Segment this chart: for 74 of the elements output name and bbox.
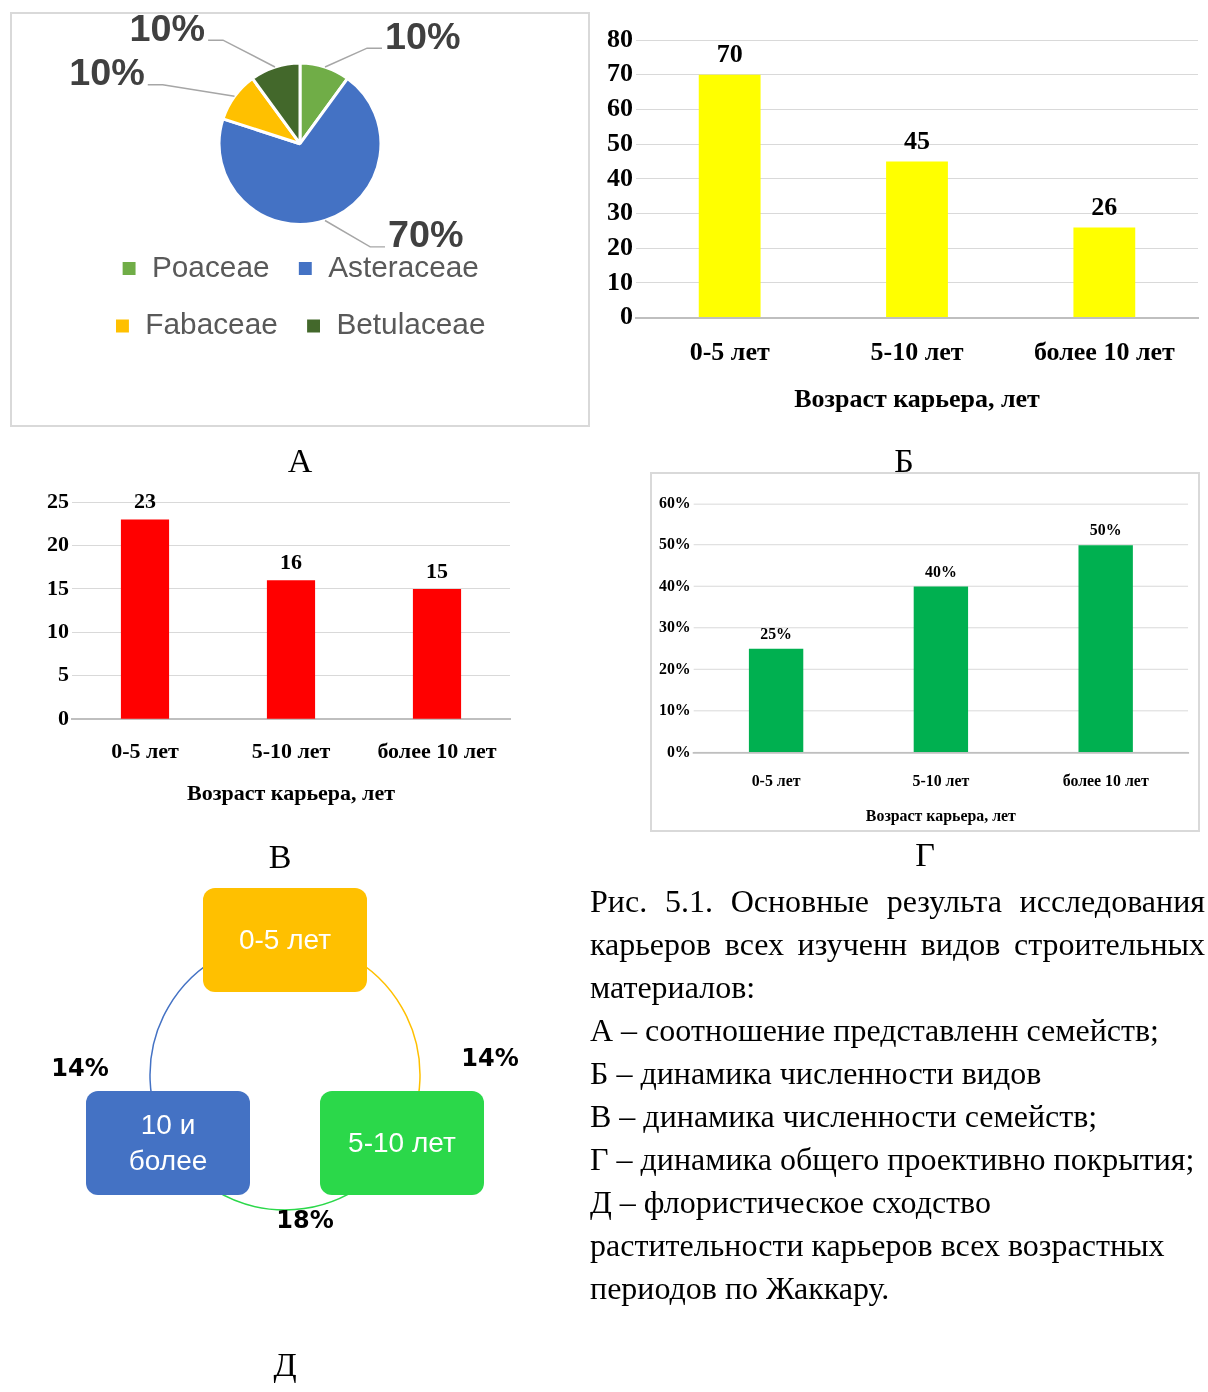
y-tick-label: 25	[47, 487, 69, 513]
text: 18%	[275, 1206, 335, 1234]
y-tick-label: 20	[607, 231, 633, 261]
y-tick-label: 5	[58, 661, 69, 687]
y-tick-label: 0	[58, 704, 69, 730]
y-tick-label: 10	[607, 266, 633, 296]
x-tick-label: более 10 лет	[1033, 336, 1175, 366]
text: Г	[914, 836, 936, 874]
y-tick-label: 40	[607, 162, 633, 192]
data-label: 50%	[1089, 521, 1122, 539]
x-tick-label: 5-10 лет	[870, 336, 964, 366]
x-tick-label: 0-5 лет	[751, 771, 801, 789]
bar	[120, 519, 170, 719]
category-label: 5-10 лет	[319, 1090, 484, 1195]
data-label: 10%	[384, 14, 461, 57]
legend-label: Fabaceae	[145, 307, 278, 341]
text: В	[267, 838, 293, 876]
x-axis-title: Возраст карьера, лет	[187, 780, 396, 806]
y-tick-label: 30	[607, 197, 633, 227]
x-tick-label: более 10 лет	[1062, 771, 1149, 789]
category-label: 0-5 лет	[203, 888, 367, 992]
data-label: 45	[904, 126, 930, 156]
data-label: 10%	[129, 6, 206, 49]
x-tick-label: 5-10 лет	[912, 771, 970, 789]
data-label: 25%	[760, 625, 792, 643]
y-tick-label: 50%	[658, 535, 691, 553]
y-tick-label: 0%	[666, 742, 691, 760]
y-tick-label: 30%	[658, 618, 691, 636]
bar	[1073, 227, 1136, 318]
bar	[748, 648, 804, 752]
bar	[1078, 545, 1133, 752]
legend-label: Betulaceae	[336, 307, 486, 341]
data-label: 23	[134, 488, 156, 514]
data-label: 26	[1091, 192, 1118, 222]
y-tick-label: 20	[47, 531, 69, 557]
text: Г – динамика общего проективно покрытия;	[590, 1140, 1196, 1179]
text: А	[286, 442, 314, 480]
bar	[412, 588, 462, 719]
x-tick-label: 0-5 лет	[689, 336, 770, 366]
bar	[698, 74, 761, 318]
y-tick-label: 60%	[658, 493, 691, 511]
bar	[913, 586, 969, 752]
y-tick-label: 50	[607, 127, 633, 157]
y-tick-label: 60	[607, 93, 633, 123]
text: Д – флористическое сходство растительности карьеров всех возрастных периодов по Жаккару.	[590, 1183, 1166, 1308]
data-label: 70	[716, 39, 743, 69]
y-tick-label: 10%	[658, 701, 691, 719]
category-label: 10 и более	[86, 1090, 251, 1195]
bar	[266, 580, 316, 719]
x-axis-title: Возраст карьера, лет	[794, 384, 1041, 414]
x-tick-label: 5-10 лет	[251, 738, 331, 764]
text: А – соотношение представленн семейств;	[590, 1011, 1160, 1050]
text: Б	[893, 442, 915, 480]
x-axis-title: Возраст карьера, лет	[865, 806, 1017, 825]
y-tick-label: 20%	[658, 659, 691, 677]
y-tick-label: 70	[607, 58, 633, 88]
y-tick-label: 10	[47, 618, 69, 644]
data-label: 16	[280, 548, 302, 574]
legend-label: Poaceae	[151, 249, 270, 283]
x-tick-label: 0-5 лет	[111, 738, 180, 764]
y-tick-label: 40%	[658, 576, 691, 594]
data-label: 15	[426, 557, 448, 583]
bar	[886, 161, 948, 318]
text: В – динамика численности семейств;	[590, 1097, 1099, 1136]
text: 14%	[50, 1054, 110, 1082]
y-tick-label: 15	[47, 574, 69, 600]
y-tick-label: 0	[620, 301, 633, 331]
data-label: 40%	[925, 562, 957, 580]
text: Рис. 5.1. Основные результа исследования карьеров всех изученн видов строительных материалов:	[590, 882, 1205, 1007]
text: Б – динамика численности видов	[590, 1054, 1043, 1093]
text: 14%	[460, 1044, 520, 1072]
x-tick-label: более 10 лет	[377, 738, 497, 764]
y-tick-label: 80	[607, 23, 633, 53]
text: Д	[272, 1346, 298, 1384]
